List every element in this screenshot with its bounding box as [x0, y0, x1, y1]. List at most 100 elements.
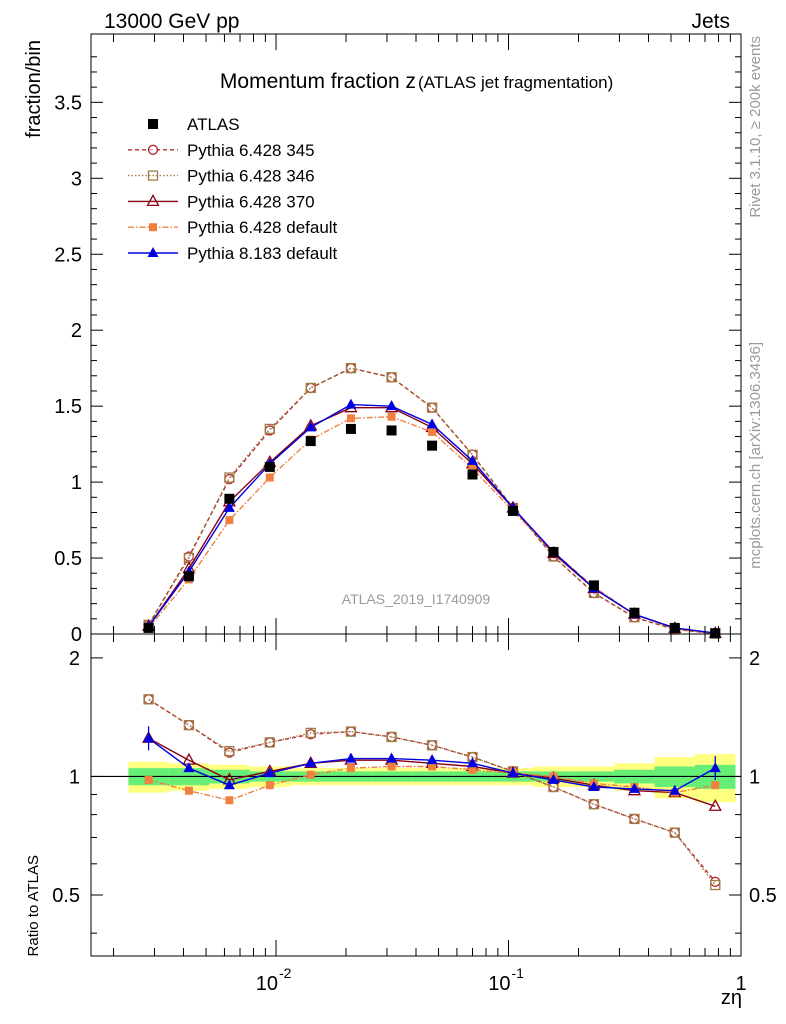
main-plot-panel: 0 0.5 1 1.5 2 2.5 3 3.5 Momentum fraction z (AT… [54, 33, 742, 646]
series-1-ratio-point [710, 879, 721, 891]
legend-marker [146, 194, 160, 207]
y-tick-label-bottom-right: 0.5 [749, 885, 777, 907]
series-0-ratio-point [143, 694, 154, 705]
atlas-data [143, 423, 721, 639]
series-4-ratio-point [507, 767, 519, 778]
series-3-ratio-point [184, 786, 193, 795]
series-3-point [265, 473, 274, 482]
series-1-ratio-line [148, 698, 716, 886]
y-tick-label-top: 1 [71, 472, 82, 494]
series-3-ratio-point [468, 765, 477, 774]
y-tick-label-top: 3 [71, 168, 82, 190]
y-tick-label-bottom: 0.5 [52, 885, 80, 907]
series-1-ratio-point [183, 719, 195, 731]
atlas-data-point [467, 469, 478, 480]
legend-entry: Pythia 6.428 346 [128, 167, 315, 186]
series-0-ratio-point [710, 876, 721, 887]
header-right: Jets [691, 10, 730, 33]
series-3-ratio-point [387, 762, 396, 771]
legend-entry: Pythia 8.183 default [128, 244, 338, 263]
series-1-ratio-point [264, 737, 275, 748]
plot-title-sub: (ATLAS jet fragmentation) [418, 73, 613, 92]
y-tick-label-top: 1.5 [54, 396, 82, 418]
series-4-point [386, 400, 398, 411]
series-0-ratio-point [629, 813, 640, 825]
y-tick-label-top: 0 [71, 624, 82, 646]
series-0-ratio-point [345, 726, 357, 737]
series-4-ratio-point [467, 757, 479, 768]
series-1-ratio-point [426, 740, 438, 751]
atlas-data-point [305, 436, 316, 447]
series-4-ratio [143, 732, 721, 795]
series-4-ratio-point [386, 752, 398, 763]
legend-label: Pythia 8.183 default [187, 244, 338, 263]
series-3-point [225, 516, 234, 525]
x-tick-label: 1 [735, 973, 746, 995]
series-1-point [224, 472, 235, 483]
series-1-point [305, 382, 316, 394]
legend-marker [149, 223, 157, 232]
plot-title-main: Momentum fraction z [220, 70, 416, 93]
x-tick-label-exponent: -1 [512, 965, 525, 981]
atlas-data-point [224, 493, 235, 504]
analysis-watermark: ATLAS_2019_I1740909 [342, 591, 491, 607]
series-3-ratio-point [711, 781, 720, 790]
series-4-ratio-point [628, 782, 640, 793]
atlas-data-point [710, 628, 721, 639]
series-3-point [346, 414, 355, 423]
legend: ATLAS Pythia 6.428 345 Pythia 6.428 346 Pyt… [128, 115, 338, 263]
legend-marker [148, 119, 158, 129]
y-axis-title-bottom: Ratio to ATLAS [25, 855, 42, 956]
legend-entry: ATLAS [148, 115, 240, 134]
series-1-ratio-point [143, 694, 154, 705]
series-0-ratio-point [588, 799, 600, 810]
series-4-point [345, 398, 357, 409]
series-3-ratio-point [225, 796, 234, 805]
series-1-ratio-point [386, 731, 397, 743]
legend-entry: Pythia 6.428 345 [128, 141, 315, 160]
atlas-data-point [264, 461, 275, 472]
series-4-ratio-point [588, 781, 600, 792]
series-4-ratio-point [345, 752, 357, 763]
series-0-point [345, 363, 357, 374]
series-1-ratio-point [669, 827, 680, 838]
series-3-ratio-point [306, 770, 315, 779]
header-left: 13000 GeV pp [104, 10, 239, 33]
series-4-ratio-point [183, 762, 195, 773]
y-tick-label-bottom-right: 1 [749, 766, 760, 788]
y-tick-label-bottom-right: 2 [749, 648, 760, 670]
series-1-point [426, 402, 438, 413]
series-3-ratio-point [144, 775, 153, 784]
series-4-point [305, 421, 317, 432]
y-tick-label-top: 0.5 [54, 548, 82, 570]
y-tick-label-bottom: 2 [69, 648, 80, 670]
atlas-data-point [427, 440, 438, 451]
series-4-ratio-point [264, 767, 276, 778]
atlas-data-point [507, 505, 518, 516]
y-tick-label-bottom: 1 [69, 766, 80, 788]
x-tick-label-exponent: -2 [279, 965, 292, 981]
atlas-data-point [588, 580, 599, 591]
atlas-data-point [183, 571, 194, 582]
series-1-line [148, 367, 716, 635]
series-1-ratio-point [588, 799, 600, 810]
legend-label: Pythia 6.428 345 [187, 141, 315, 160]
mcplots-label: mcplots.cern.ch [arXiv:1306.3436] [747, 342, 764, 569]
series-4-point [223, 501, 235, 512]
atlas-data-point [548, 546, 559, 557]
legend-marker [147, 247, 159, 257]
x-tick-label: 10 [256, 973, 278, 995]
series-0-ratio-point [183, 719, 195, 731]
series-4-ratio-point [223, 779, 235, 790]
series-4-point [426, 418, 438, 429]
series-2-ratio-point [708, 798, 722, 811]
series-1-ratio-point [305, 727, 316, 739]
series-4-ratio-point [426, 754, 438, 765]
series-1-ratio-point [629, 813, 640, 825]
series-4-ratio-point [669, 784, 681, 795]
rivet-label: Rivet 3.1.10, ≥ 200k events [747, 36, 764, 218]
series-3-point [468, 464, 477, 473]
ratio-plot-panel: 0.5 0.5 1 1 2 2 [52, 34, 777, 957]
series-3-ratio-point [346, 764, 355, 773]
